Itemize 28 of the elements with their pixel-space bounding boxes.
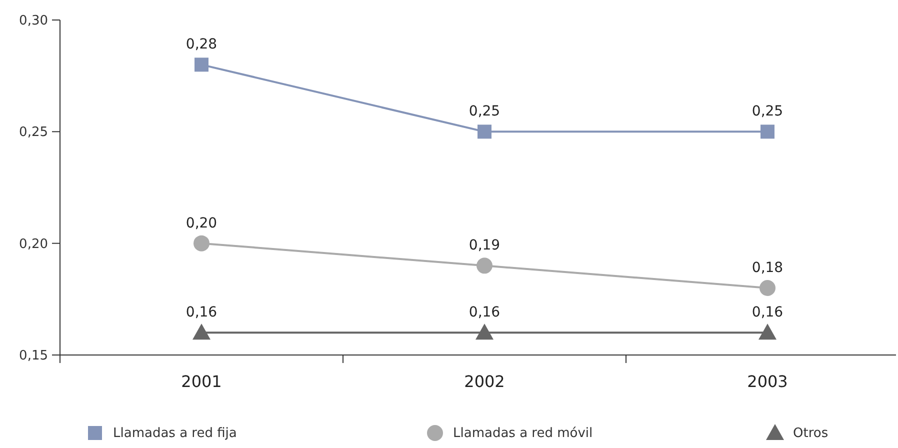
y-tick-label: 0,20	[19, 236, 48, 252]
data-label: 0,16	[186, 304, 218, 321]
data-label: 0,25	[468, 104, 500, 120]
point	[478, 124, 492, 139]
data-label: 0,20	[186, 215, 218, 232]
x-tick-label: 2001	[181, 372, 222, 391]
point	[194, 235, 210, 252]
point	[476, 324, 494, 340]
point	[194, 58, 208, 72]
point	[192, 324, 210, 340]
x-tick-label: 2002	[464, 372, 505, 391]
legend-label: Otros	[793, 426, 828, 441]
data-label: 0,16	[752, 304, 784, 321]
data-label: 0,18	[752, 260, 784, 276]
point	[760, 280, 776, 296]
data-label: 0,16	[468, 304, 500, 321]
x-tick-label: 2003	[747, 372, 788, 391]
y-tick-label: 0,30	[19, 14, 48, 29]
legend-label: Llamadas a red móvil	[453, 426, 593, 441]
point	[760, 124, 774, 139]
data-label: 0,19	[468, 238, 500, 254]
data-label: 0,25	[752, 104, 784, 120]
point	[476, 258, 492, 274]
legend-label: Llamadas a red fija	[113, 426, 237, 441]
point	[758, 324, 776, 340]
data-label: 0,28	[186, 36, 218, 53]
y-tick-label: 0,25	[19, 125, 48, 140]
y-tick-label: 0,15	[19, 348, 48, 364]
